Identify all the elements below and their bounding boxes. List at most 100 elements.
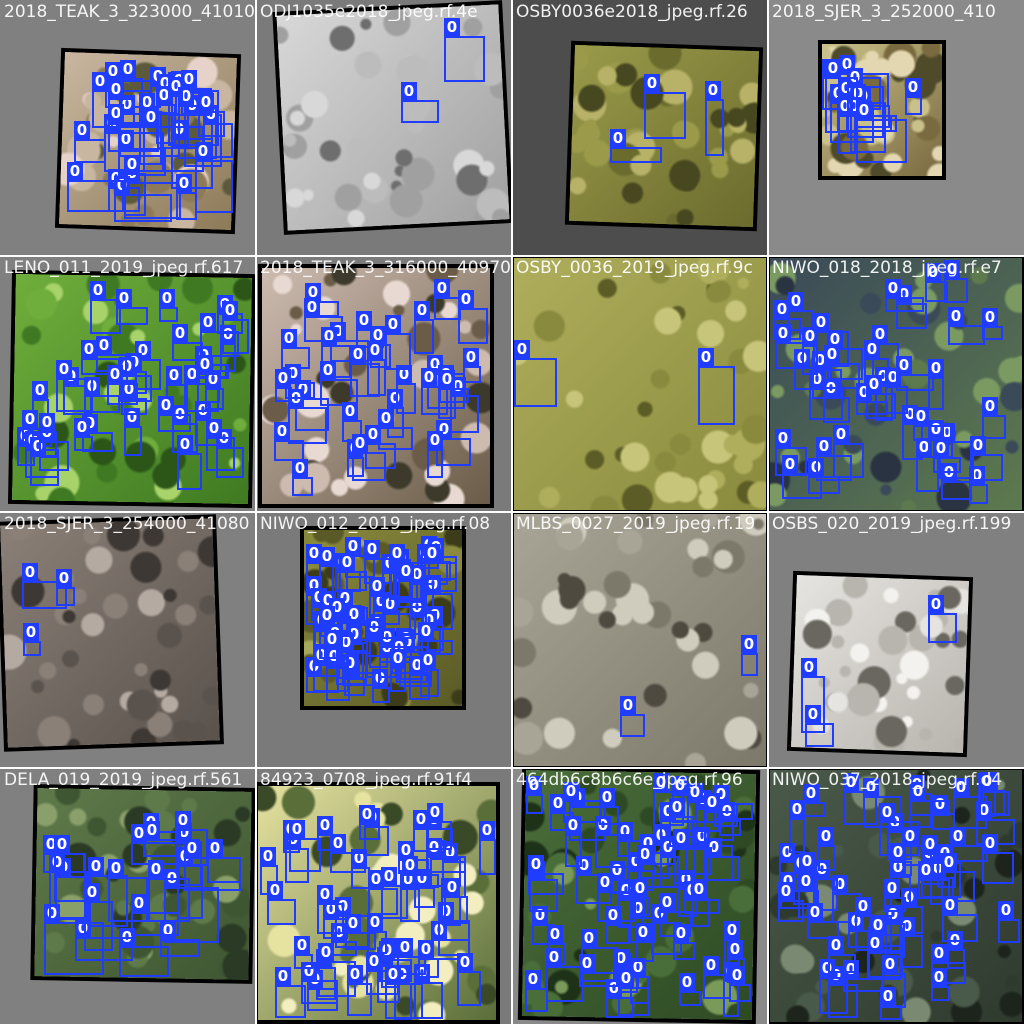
tile-filename-label: 464db6c8b6c6e_jpeg.rf.96 [516, 770, 743, 790]
class-label-tag: 0 [610, 129, 626, 147]
aerial-image [514, 514, 766, 766]
grid-separator-vertical [511, 0, 513, 1024]
class-label-tag: 0 [458, 290, 474, 308]
class-label-tag: 0 [801, 658, 817, 676]
class-label-tag: 0 [390, 649, 406, 667]
class-label-tag: 0 [514, 340, 530, 358]
class-label-tag: 0 [775, 429, 791, 447]
class-label-tag: 0 [565, 816, 581, 834]
detection-box: 0 [144, 821, 177, 857]
class-label-tag: 0 [813, 313, 829, 331]
class-label-tag: 0 [32, 381, 48, 399]
detection-box: 0 [948, 307, 985, 345]
class-label-tag: 0 [843, 773, 859, 791]
class-label-tag: 0 [879, 803, 895, 821]
class-label-tag: 0 [775, 324, 791, 342]
detection-box: 0 [292, 459, 313, 496]
class-label-tag: 0 [479, 821, 495, 839]
class-label-tag: 0 [778, 882, 794, 900]
detection-box: 0 [385, 965, 423, 1019]
detection-box: 0 [324, 630, 349, 664]
detection-box: 0 [803, 784, 826, 817]
class-label-tag: 0 [96, 336, 112, 354]
class-label-tag: 0 [925, 263, 941, 281]
detection-box: 0 [56, 569, 75, 606]
detection-box: 0 [352, 434, 386, 481]
class-label-tag: 0 [547, 925, 563, 943]
class-label-tag: 0 [319, 606, 335, 624]
tile-filename-label: NIWO_018_2018_jpeg.rf.e7 [772, 258, 1002, 278]
class-label-tag: 0 [729, 966, 745, 984]
detection-box: 0 [546, 948, 584, 1002]
detection-box: 0 [463, 348, 481, 383]
class-label-tag: 0 [896, 356, 912, 374]
detection-box: 0 [931, 944, 966, 984]
class-label-tag: 0 [885, 905, 901, 923]
detection-box: 0 [274, 422, 304, 461]
class-label-tag: 0 [944, 260, 960, 278]
class-label-tag: 0 [144, 821, 160, 839]
detection-box: 0 [597, 873, 636, 922]
detection-box: 0 [176, 174, 197, 220]
class-label-tag: 0 [181, 70, 197, 88]
class-label-tag: 0 [184, 839, 200, 857]
tile-9: 0 0 0 2018_SJER_3_254000_41080 [0, 512, 256, 768]
detection-box: 0 [941, 853, 975, 902]
class-label-tag: 0 [369, 577, 385, 595]
detection-box: 0 [799, 852, 816, 892]
detection-box: 0 [396, 365, 416, 414]
detection-box: 0 [705, 81, 724, 156]
detection-box: 0 [289, 820, 321, 872]
detection-box: 0 [775, 324, 804, 369]
class-label-tag: 0 [424, 544, 440, 562]
class-label-tag: 0 [933, 439, 949, 457]
detection-box: 0 [124, 155, 146, 216]
tile-10: 0000000000000000000000000000000000000000… [256, 512, 512, 768]
detection-box: 0 [928, 359, 944, 410]
class-label-tag: 0 [444, 18, 460, 36]
detection-box: 0 [275, 967, 306, 1018]
class-label-tag: 0 [872, 325, 888, 343]
detection-box: 0 [679, 973, 701, 1006]
class-label-tag: 0 [803, 784, 819, 802]
class-label-tag: 0 [74, 418, 90, 436]
detection-box: 0 [397, 938, 426, 975]
detection-box: 0 [294, 936, 313, 969]
class-label-tag: 0 [120, 60, 136, 78]
class-label-tag: 0 [669, 798, 685, 816]
detection-box: 0 [439, 370, 469, 403]
class-label-tag: 0 [799, 852, 815, 870]
class-label-tag: 0 [67, 162, 83, 180]
class-label-tag: 0 [672, 776, 688, 794]
detection-box: 0 [365, 425, 396, 469]
class-label-tag: 0 [148, 860, 164, 878]
detection-box: 0 [321, 327, 351, 378]
detection-box: 0 [177, 435, 202, 490]
detection-box: 0 [39, 413, 57, 458]
detection-box: 0 [802, 327, 818, 375]
detection-box: 0 [653, 773, 684, 826]
detection-box: 0 [23, 623, 41, 656]
class-label-tag: 0 [687, 783, 703, 801]
tile-filename-label: NIWO_012_2019_jpeg.rf.08 [260, 514, 491, 534]
detection-box: 0 [56, 360, 93, 412]
detection-box: 0 [67, 162, 124, 212]
class-label-tag: 0 [979, 772, 995, 790]
detection-box: 0 [620, 696, 645, 737]
class-label-tag: 0 [342, 402, 358, 420]
class-label-tag: 0 [618, 969, 634, 987]
class-label-tag: 0 [705, 81, 721, 99]
class-label-tag: 0 [347, 965, 363, 983]
detection-box: 0 [222, 301, 249, 354]
class-label-tag: 0 [660, 838, 676, 856]
detection-box: 0 [843, 960, 883, 992]
detection-box: 0 [998, 901, 1020, 943]
class-label-tag: 0 [833, 425, 849, 443]
class-label-tag: 0 [805, 705, 821, 723]
class-label-tag: 0 [525, 970, 541, 988]
detection-box: 0 [547, 925, 565, 965]
class-label-tag: 0 [928, 420, 944, 438]
class-label-tag: 0 [703, 956, 719, 974]
class-label-tag: 0 [359, 805, 375, 823]
